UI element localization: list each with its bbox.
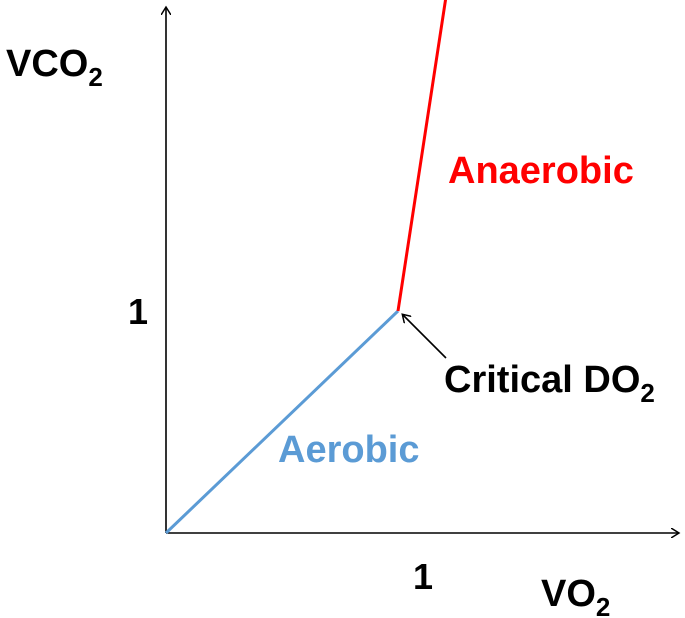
series-label-anaerobic: Anaerobic bbox=[448, 150, 634, 192]
x-axis-title: VO2 bbox=[541, 573, 610, 618]
series-line-aerobic bbox=[164, 309, 400, 535]
annotation-critical-do2: Critical DO2 bbox=[444, 359, 655, 408]
series-label-aerobic: Aerobic bbox=[278, 429, 419, 471]
y-tick-label: 1 bbox=[128, 291, 148, 332]
annotation-arrow bbox=[403, 315, 447, 359]
series-line-anaerobic bbox=[396, 0, 448, 312]
y-axis-title: VCO2 bbox=[6, 43, 103, 92]
x-tick-label: 1 bbox=[413, 556, 433, 597]
